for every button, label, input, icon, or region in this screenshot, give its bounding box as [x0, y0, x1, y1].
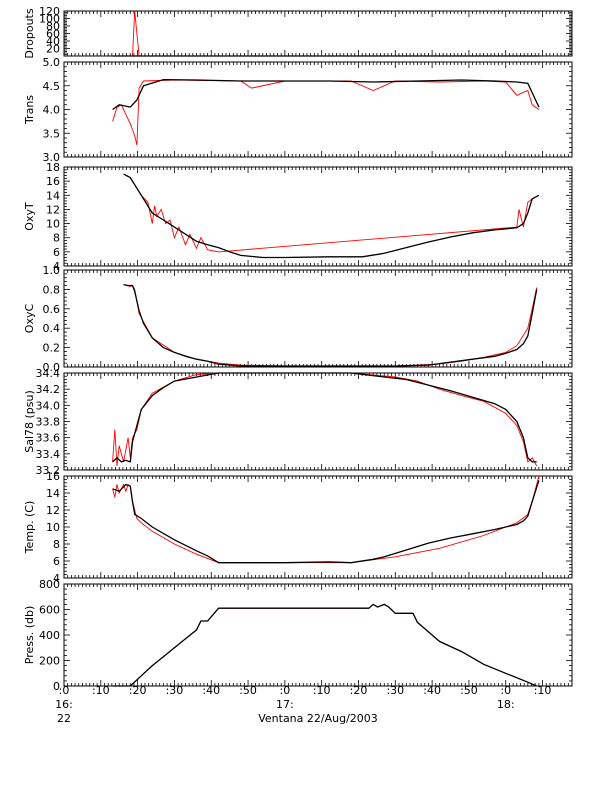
y-tick-label: 34.2 [36, 383, 61, 396]
raw-series-line [123, 173, 533, 253]
raw-series-line [112, 603, 537, 687]
x-tick-label: :10 [534, 684, 552, 697]
y-tick-label: 34.0 [36, 399, 61, 412]
raw-series-line [112, 372, 538, 467]
x-tick-label: :50 [239, 684, 257, 697]
y-axis-title: Temp. (C) [23, 501, 36, 555]
y-tick-label: 1.0 [43, 264, 61, 277]
y-tick-label: 33.8 [36, 416, 61, 429]
panel-frame [63, 372, 573, 471]
panel-6: 0 200 400 600 800 Press. (db) [23, 578, 573, 693]
processed-series-line [112, 603, 537, 687]
y-tick-label: 12 [46, 504, 60, 517]
x-tick-label: :30 [166, 684, 184, 697]
y-tick-label: 8 [53, 538, 60, 551]
y-tick-label: 60 [46, 28, 60, 41]
y-axis-title: OxyC [23, 304, 36, 334]
y-tick-label: 10 [46, 218, 60, 231]
panel-frame [63, 166, 573, 267]
y-tick-label: 6 [53, 555, 60, 568]
y-tick-label: 80 [46, 20, 60, 33]
y-tick-label: 3.5 [43, 127, 61, 140]
y-tick-label: 4 [53, 572, 60, 585]
hour-label: 18: [497, 698, 515, 711]
x-tick-label: :40 [202, 684, 220, 697]
raw-series-line [112, 10, 539, 57]
raw-series-line [112, 475, 540, 564]
y-axis-title: Dropouts [23, 8, 36, 58]
processed-series-line [112, 480, 540, 564]
time-axis: :0 :10 :20 :30 :40 :50 :0 :10 :20 :30 :40 :50 :0 :10 1… [55, 684, 551, 725]
y-axis-title: Press. (db) [23, 606, 36, 665]
y-axis-title: OxyT [23, 202, 36, 231]
y-tick-label: 0.2 [43, 342, 61, 355]
raw-series-line [112, 79, 540, 146]
panel-frame [63, 583, 573, 687]
panel-frame [63, 61, 573, 158]
y-tick-label: 33.6 [36, 432, 61, 445]
y-tick-label: 33.2 [36, 464, 61, 477]
y-tick-label: 0.6 [43, 303, 61, 316]
hour-label: 17: [276, 698, 294, 711]
y-tick-label: 40 [46, 35, 60, 48]
y-tick-label: 200 [39, 655, 60, 668]
y-tick-label: 5.0 [43, 56, 61, 69]
panel-group: 20406080100120Dropouts3.03.54.04.55.0Tra… [23, 5, 573, 693]
x-tick-label: :20 [350, 684, 368, 697]
panel-5: 4 6 8 10 12 14 16 Temp. (C) [23, 470, 573, 585]
y-tick-label: 400 [39, 629, 60, 642]
y-tick-label: 20 [46, 43, 60, 56]
y-tick-label: 600 [39, 604, 60, 617]
processed-series-line [112, 78, 540, 111]
y-axis-title: Trans [23, 95, 36, 125]
x-tick-label: :30 [386, 684, 404, 697]
x-axis-title: Ventana 22/Aug/2003 [258, 712, 378, 725]
x-tick-label: :50 [460, 684, 478, 697]
y-tick-label: 800 [39, 578, 60, 591]
y-tick-label: 12 [46, 203, 60, 216]
y-tick-label: 100 [39, 13, 60, 26]
y-tick-label: 0 [53, 680, 60, 693]
x-tick-label: :0 [280, 684, 291, 697]
y-tick-label: 120 [39, 5, 60, 18]
panel-3: 0.0 0.2 0.4 0.6 0.8 1.0 OxyC [23, 264, 573, 374]
y-tick-label: 4.0 [43, 104, 61, 117]
y-axis-title: Sal78 (psu) [23, 390, 36, 453]
y-tick-label: 34.4 [36, 367, 61, 380]
y-tick-label: 6 [53, 246, 60, 259]
panel-frame [63, 10, 573, 57]
processed-series-line [112, 372, 537, 463]
processed-series-line [123, 173, 540, 259]
raw-series-line [123, 284, 538, 367]
x-tick-label: :0 [500, 684, 511, 697]
y-tick-label: 10 [46, 521, 60, 534]
x-tick-label: :0 [59, 684, 70, 697]
panel-1: 3.0 3.5 4.0 4.5 5.0 Trans [23, 56, 573, 164]
y-tick-label: 8 [53, 232, 60, 245]
y-tick-label: 4 [53, 260, 60, 273]
y-tick-label: 16 [46, 470, 60, 483]
x-tick-label: :10 [92, 684, 110, 697]
processed-series-line [123, 283, 538, 367]
y-tick-label: 4.5 [43, 80, 61, 93]
y-tick-label: 0.8 [43, 283, 61, 296]
y-tick-label: 18 [46, 161, 60, 174]
x-tick-label: :10 [313, 684, 331, 697]
y-tick-label: 14 [46, 189, 60, 202]
y-tick-label: 0.4 [43, 322, 61, 335]
y-tick-label: 14 [46, 487, 60, 500]
y-tick-label: 16 [46, 175, 60, 188]
hour-label: 16: [55, 698, 73, 711]
x-tick-label: :20 [129, 684, 147, 697]
panel-frame [63, 269, 573, 368]
y-tick-label: 0.0 [43, 361, 61, 374]
x-tick-label: :40 [423, 684, 441, 697]
y-tick-label: 3.0 [43, 151, 61, 164]
y-tick-label: 33.4 [36, 448, 61, 461]
day-label: 22 [57, 712, 71, 725]
